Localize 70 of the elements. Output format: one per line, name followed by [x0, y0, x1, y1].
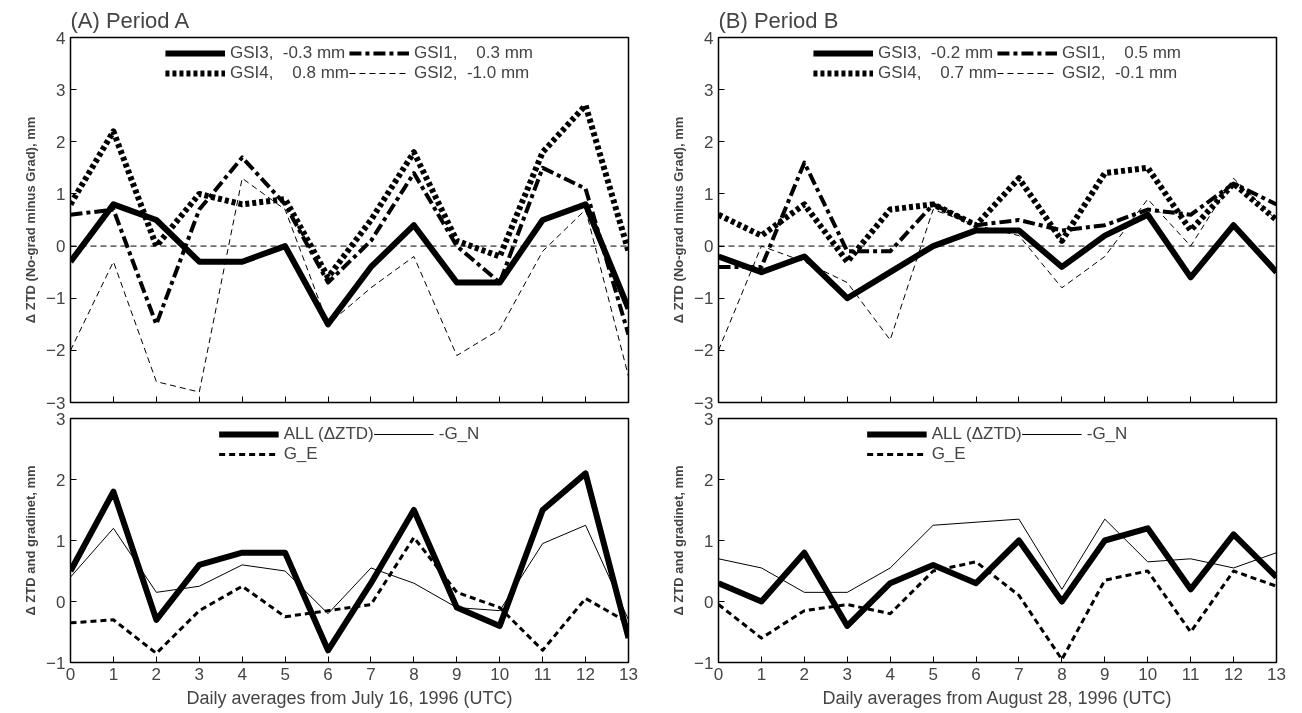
y-tick-label: 1	[704, 184, 714, 204]
y-tick-label: −1	[694, 653, 714, 673]
y-tick-label: −1	[46, 653, 66, 673]
x-tick-label: 10	[1138, 664, 1158, 684]
x-tick-label: 4	[885, 664, 895, 684]
x-axis-title: Daily averages from August 28, 1996 (UTC)	[822, 687, 1172, 708]
x-tick-label: 1	[108, 664, 119, 684]
y-tick-label: −2	[694, 341, 714, 361]
legend-label: ALL (ΔZTD)	[931, 424, 1022, 444]
x-tick-label: 6	[323, 664, 333, 684]
legend-label: GSI4, 0.8 mm	[229, 63, 349, 83]
legend-label: G_E	[931, 444, 966, 464]
x-tick-label: 1	[756, 664, 767, 684]
legend-label: GSI3, -0.3 mm	[229, 43, 346, 63]
x-tick-label: 9	[1100, 664, 1110, 684]
x-tick-label: 12	[1224, 664, 1244, 684]
x-tick-label: 7	[366, 664, 376, 684]
legend-label: -G_N	[438, 424, 480, 444]
x-tick-label: 4	[237, 664, 247, 684]
y-tick-label: 4	[704, 28, 714, 48]
x-tick-label: 3	[194, 664, 205, 684]
x-tick-label: 8	[409, 664, 419, 684]
x-tick-label: 11	[533, 664, 552, 684]
x-tick-label: 9	[452, 664, 462, 684]
x-tick-label: 11	[1181, 664, 1200, 684]
legend-label: GSI2, -0.1 mm	[1062, 63, 1178, 83]
x-tick-label: 13	[1267, 664, 1286, 684]
y-tick-label: 0	[704, 237, 714, 257]
x-tick-label: 6	[971, 664, 981, 684]
y-axis-title: Δ ZTD (No-grad minus Grad), mm	[23, 116, 39, 324]
legend-label: -G_N	[1086, 424, 1128, 444]
chart-title: (B) Period B	[718, 7, 839, 33]
y-tick-label: 0	[56, 592, 66, 612]
x-tick-label: 5	[928, 664, 938, 684]
legend-label: GSI1, 0.3 mm	[414, 43, 534, 63]
y-tick-label: 3	[704, 80, 714, 100]
legend-label: G_E	[283, 444, 318, 464]
x-tick-label: 7	[1014, 664, 1024, 684]
x-tick-label: 3	[842, 664, 853, 684]
y-tick-label: 4	[56, 28, 66, 48]
y-axis-title: Δ ZTD (No-grad minus Grad), mm	[671, 116, 687, 324]
y-tick-label: 1	[56, 531, 66, 551]
y-tick-label: 2	[56, 470, 66, 490]
legend-label: GSI4, 0.7 mm	[877, 63, 997, 83]
y-tick-label: −1	[694, 289, 714, 309]
y-tick-label: 2	[56, 132, 66, 152]
legend-label: GSI3, -0.2 mm	[877, 43, 994, 63]
x-tick-label: 8	[1057, 664, 1067, 684]
y-axis-title: Δ ZTD and gradinet, mm	[23, 465, 39, 616]
y-tick-label: 2	[704, 470, 714, 490]
y-tick-label: −2	[46, 341, 66, 361]
y-tick-label: 0	[704, 592, 714, 612]
x-tick-label: 12	[576, 664, 596, 684]
x-tick-label: 10	[490, 664, 510, 684]
y-tick-label: 3	[56, 80, 66, 100]
x-tick-label: 2	[799, 664, 810, 684]
y-tick-label: −1	[46, 289, 66, 309]
x-axis-title: Daily averages from July 16, 1996 (UTC)	[186, 687, 513, 708]
y-tick-label: 1	[56, 184, 66, 204]
y-tick-label: 1	[704, 531, 714, 551]
x-tick-label: 13	[619, 664, 638, 684]
legend-label: GSI1, 0.5 mm	[1062, 43, 1182, 63]
x-tick-label: 2	[151, 664, 162, 684]
legend-label: ALL (ΔZTD)	[283, 424, 374, 444]
legend-label: GSI2, -1.0 mm	[414, 63, 530, 83]
y-axis-title: Δ ZTD and gradinet, mm	[671, 465, 687, 616]
y-tick-label: 2	[704, 132, 714, 152]
chart-title: (A) Period A	[70, 7, 190, 33]
y-tick-label: 0	[56, 237, 66, 257]
x-tick-label: 5	[280, 664, 290, 684]
